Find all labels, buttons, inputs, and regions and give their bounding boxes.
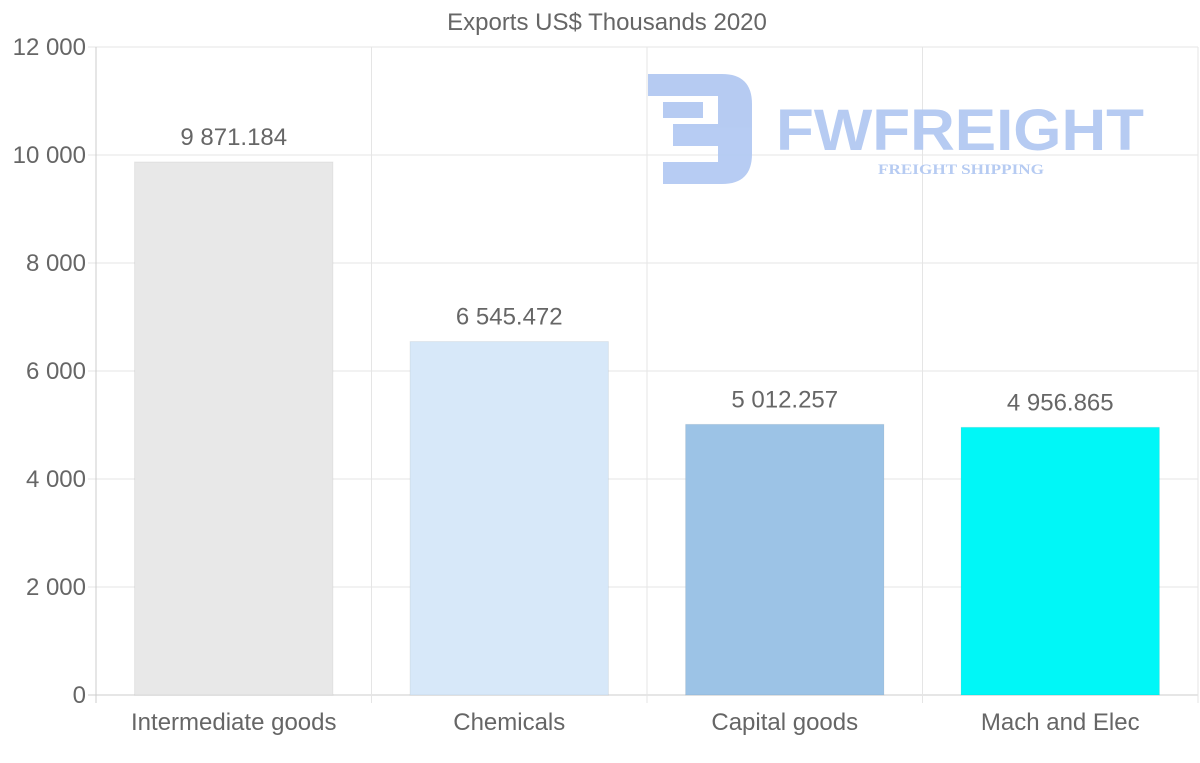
x-category-label: Mach and Elec xyxy=(981,709,1140,736)
y-tick-label: 0 xyxy=(73,682,86,709)
chart-title: Exports US$ Thousands 2020 xyxy=(447,9,767,36)
y-tick-label: 10 000 xyxy=(13,142,86,169)
bar xyxy=(685,423,885,696)
y-tick-label: 4 000 xyxy=(26,466,86,493)
x-category-label: Chemicals xyxy=(453,709,565,736)
bar xyxy=(409,341,609,696)
watermark: FWFREIGHT FREIGHT SHIPPING xyxy=(648,74,1144,184)
bar-value-label: 4 956.865 xyxy=(1007,389,1114,416)
bars-layer: 9 871.184 Intermediate goods 6 545.472 Chem… xyxy=(131,124,1160,736)
y-tick-label: 12 000 xyxy=(13,34,86,61)
watermark-tagline: FREIGHT SHIPPING xyxy=(878,162,1044,178)
watermark-brand: FWFREIGHT xyxy=(776,98,1144,163)
y-tick-label: 2 000 xyxy=(26,574,86,601)
grid-layer: 0 2 000 4 000 6 000 8 000 10 000 12 000 xyxy=(13,34,1199,709)
y-tick-label: 6 000 xyxy=(26,358,86,385)
x-category-label: Intermediate goods xyxy=(131,709,336,736)
bar-value-label: 5 012.257 xyxy=(731,386,838,413)
bar xyxy=(134,161,334,696)
y-tick-label: 8 000 xyxy=(26,250,86,277)
fwfreight-logo-icon xyxy=(648,74,752,184)
bar-value-label: 6 545.472 xyxy=(456,304,563,331)
x-category-label: Capital goods xyxy=(711,709,858,736)
bar xyxy=(960,426,1160,696)
bar-value-label: 9 871.184 xyxy=(180,124,287,151)
